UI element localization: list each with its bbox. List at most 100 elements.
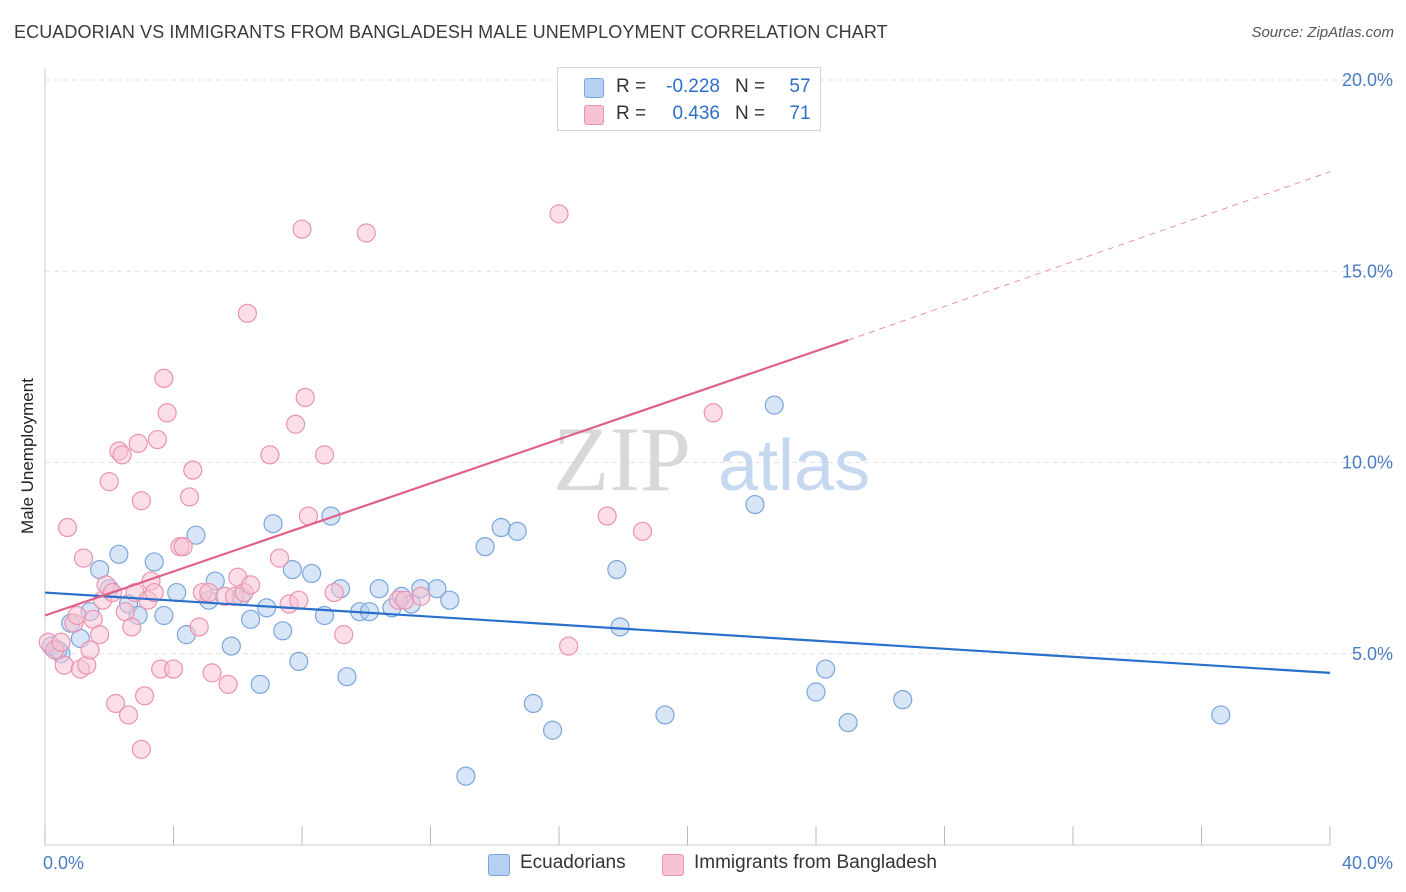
ecuadorian-point bbox=[610, 617, 630, 637]
bangladesh-point bbox=[157, 403, 177, 423]
watermark-zip: ZIP bbox=[553, 408, 691, 510]
bangladesh-point bbox=[292, 219, 312, 239]
ecuadorian-point bbox=[491, 517, 511, 538]
legend-r-value: 0.436 bbox=[672, 103, 720, 124]
source-label: Source: ZipAtlas.com bbox=[1251, 24, 1394, 41]
bangladesh-point bbox=[144, 582, 164, 603]
ecuadorian-point bbox=[893, 690, 913, 710]
ecuadorian-point bbox=[369, 579, 389, 599]
bottom-legend-label: Immigrants from Bangladesh bbox=[694, 852, 937, 873]
bottom-legend-label: Ecuadorians bbox=[520, 852, 626, 873]
bangladesh-point bbox=[395, 590, 415, 610]
ecuadorian-point bbox=[250, 674, 270, 694]
ecuadorian-point bbox=[337, 667, 357, 687]
bangladesh-point bbox=[147, 429, 168, 450]
bangladesh-point bbox=[549, 204, 569, 224]
ecuadorian-point bbox=[440, 590, 460, 610]
ecuadorian-point bbox=[154, 605, 174, 626]
y-tick-label: 15.0% bbox=[1342, 261, 1393, 281]
bangladesh-point bbox=[54, 655, 74, 675]
bangladesh-point bbox=[131, 491, 151, 511]
bangladesh-point bbox=[51, 632, 71, 652]
bottom-legend-swatch-blue bbox=[488, 854, 510, 876]
ecuadorian-point bbox=[1211, 705, 1231, 725]
ecuadorian-point bbox=[321, 506, 341, 526]
trend-lines bbox=[44, 171, 1331, 674]
ecuadorian-point bbox=[764, 395, 784, 415]
y-tick-label: 20.0% bbox=[1342, 70, 1393, 90]
legend-r-label: R = bbox=[616, 76, 647, 97]
bangladesh-point bbox=[597, 506, 617, 526]
bangladesh-point bbox=[218, 674, 238, 694]
legend-n-value: 57 bbox=[789, 76, 811, 97]
ecuadorian-point bbox=[838, 712, 858, 733]
bangladesh-point bbox=[314, 445, 335, 465]
x-tick-label: 0.0% bbox=[43, 853, 84, 873]
ecuadorian-point bbox=[745, 494, 765, 515]
bangladesh-point bbox=[289, 590, 309, 610]
watermark-atlas: atlas bbox=[718, 426, 870, 506]
ecuadorian-point bbox=[221, 636, 241, 656]
bangladesh-point bbox=[163, 659, 184, 679]
bangladesh-point bbox=[90, 625, 110, 645]
bangladesh-point bbox=[80, 640, 100, 660]
bangladesh-point bbox=[285, 414, 306, 434]
bangladesh-point bbox=[269, 548, 290, 568]
ecuadorian-point bbox=[109, 544, 129, 564]
bangladesh-point bbox=[183, 460, 203, 480]
bangladesh-point bbox=[67, 605, 87, 626]
stats-legend: R = -0.228 N = 57 R = 0.436 N = 71 bbox=[557, 67, 821, 131]
bangladesh-point bbox=[241, 575, 261, 595]
ecuadorian-point bbox=[542, 720, 563, 740]
ecuadorian-point bbox=[523, 693, 543, 714]
bangladesh-point bbox=[324, 582, 344, 603]
legend-n-label: N = bbox=[735, 103, 766, 124]
y-tick-label: 5.0% bbox=[1352, 644, 1393, 664]
legend-r-value: -0.228 bbox=[666, 76, 720, 97]
bangladesh-point bbox=[632, 521, 653, 541]
bangladesh-point bbox=[559, 636, 579, 656]
ecuadorian-point bbox=[241, 609, 261, 629]
bangladesh-point bbox=[106, 693, 126, 714]
x-tick-label: 40.0% bbox=[1342, 853, 1393, 873]
bangladesh-point bbox=[260, 445, 280, 465]
ecuadorian-point bbox=[607, 559, 627, 580]
bangladesh-point bbox=[99, 472, 119, 492]
legend-n-label: N = bbox=[735, 76, 766, 97]
bangladesh-trend-extension bbox=[847, 171, 1331, 341]
bangladesh-point bbox=[199, 582, 219, 603]
legend-swatch-blue bbox=[584, 78, 604, 98]
tick-labels: 5.0% 10.0% 15.0% 20.0% 0.0% 40.0% Male Unemplo… bbox=[18, 70, 1393, 873]
bangladesh-point bbox=[134, 686, 155, 706]
ecuadorian-point bbox=[507, 521, 527, 541]
bangladesh-point bbox=[57, 517, 78, 538]
ecuadorian-point bbox=[456, 766, 476, 786]
legend-swatch-pink bbox=[584, 105, 604, 125]
bangladesh-point bbox=[154, 368, 174, 388]
legend-n-value: 71 bbox=[789, 103, 811, 124]
bangladesh-point bbox=[189, 617, 209, 637]
bangladesh-point bbox=[173, 537, 193, 557]
ecuadorian-point bbox=[273, 621, 293, 641]
ecuadorian-point bbox=[167, 582, 187, 603]
bangladesh-point bbox=[411, 586, 431, 606]
ecuadorian-point bbox=[655, 705, 675, 725]
bangladesh-point bbox=[122, 617, 142, 637]
bangladesh-point bbox=[112, 445, 132, 465]
ecuadorian-point bbox=[475, 537, 495, 557]
bangladesh-point bbox=[356, 223, 376, 243]
ecuadorian-point bbox=[263, 514, 283, 534]
ecuadorian-point bbox=[282, 559, 302, 580]
bangladesh-point bbox=[179, 487, 200, 507]
bangladesh-point bbox=[128, 433, 148, 453]
y-axis-label: Male Unemployment bbox=[18, 378, 37, 534]
ecuadorian-point bbox=[289, 651, 309, 672]
ecuadorian-point bbox=[816, 659, 836, 679]
watermark: ZIP atlas bbox=[553, 408, 870, 510]
ecuadorian-point bbox=[427, 579, 447, 599]
ecuadorian-point bbox=[144, 552, 164, 572]
bangladesh-point bbox=[131, 739, 151, 759]
ecuadorian-point bbox=[806, 682, 826, 702]
bangladesh-point bbox=[202, 663, 222, 683]
